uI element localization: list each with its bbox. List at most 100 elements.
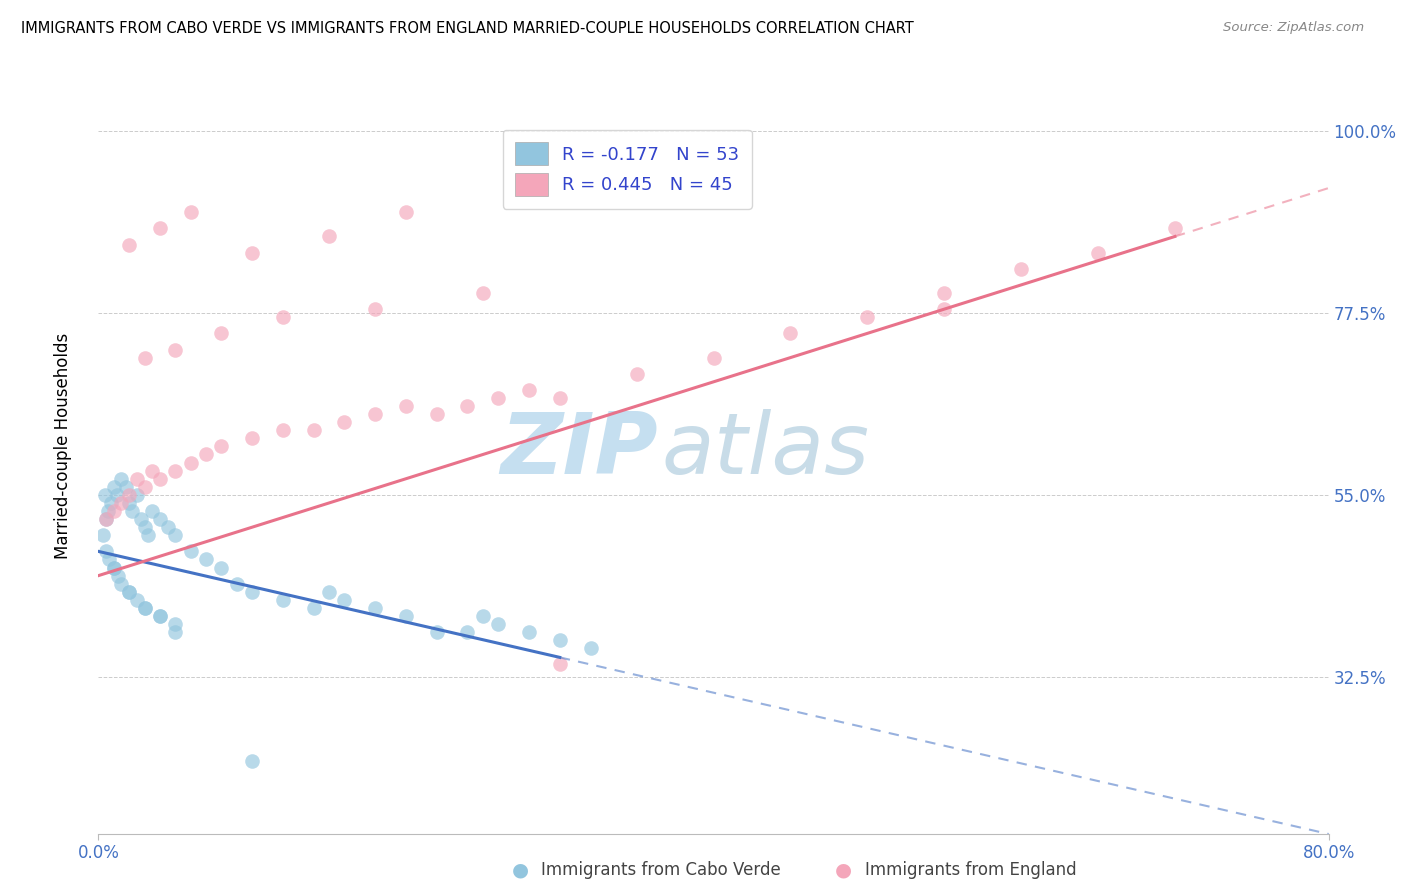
Point (395, 609, 418, 624)
Point (934, 302, 956, 317)
Point (165, 528, 187, 542)
Point (149, 512, 172, 526)
Point (333, 415, 356, 429)
Point (779, 326, 801, 341)
Point (141, 464, 163, 478)
Text: Married-couple Households: Married-couple Households (55, 333, 72, 559)
Point (457, 399, 479, 413)
Point (626, 367, 648, 381)
Point (110, 496, 132, 510)
Point (94, 544, 117, 558)
Point (149, 472, 172, 486)
Point (165, 343, 187, 357)
Point (548, 633, 571, 648)
Text: atlas: atlas (662, 409, 870, 492)
Point (240, 245, 263, 260)
Point (426, 407, 449, 421)
Point (271, 423, 294, 437)
Point (118, 237, 141, 252)
Point (165, 625, 187, 640)
Point (548, 657, 571, 672)
Point (548, 391, 571, 405)
Point (100, 496, 122, 510)
Point (211, 560, 233, 574)
Point (271, 592, 294, 607)
Point (118, 488, 141, 502)
Point (110, 472, 132, 486)
Point (856, 310, 879, 325)
Point (94, 512, 117, 526)
Point (134, 601, 156, 615)
Point (134, 351, 156, 365)
Point (98, 552, 121, 566)
Point (579, 641, 602, 656)
Point (125, 472, 148, 486)
Point (107, 568, 129, 582)
Point (195, 448, 218, 462)
Point (364, 601, 387, 615)
Point (517, 383, 540, 397)
Point (136, 528, 159, 542)
Point (703, 351, 725, 365)
Text: IMMIGRANTS FROM CABO VERDE VS IMMIGRANTS FROM ENGLAND MARRIED-COUPLE HOUSEHOLDS : IMMIGRANTS FROM CABO VERDE VS IMMIGRANTS… (21, 21, 914, 36)
Point (318, 229, 340, 244)
Point (180, 544, 202, 558)
Point (240, 584, 263, 599)
Point (125, 592, 148, 607)
Text: Source: ZipAtlas.com: Source: ZipAtlas.com (1223, 21, 1364, 34)
Text: ZIP: ZIP (501, 409, 658, 492)
Point (395, 205, 418, 219)
Point (115, 480, 138, 494)
Point (165, 617, 187, 632)
Point (333, 592, 356, 607)
Point (149, 609, 172, 624)
Point (156, 520, 179, 534)
Point (93, 488, 115, 502)
Text: ●: ● (835, 860, 852, 880)
Point (225, 576, 247, 591)
Point (486, 391, 509, 405)
Point (118, 584, 141, 599)
Point (211, 326, 233, 341)
Legend: R = -0.177   N = 53, R = 0.445   N = 45: R = -0.177 N = 53, R = 0.445 N = 45 (503, 129, 752, 209)
Point (486, 617, 509, 632)
Point (517, 625, 540, 640)
Point (934, 285, 956, 300)
Point (134, 601, 156, 615)
Point (103, 504, 125, 518)
Point (105, 488, 128, 502)
Point (1164, 221, 1187, 235)
Point (165, 464, 187, 478)
Text: ●: ● (512, 860, 529, 880)
Point (103, 560, 125, 574)
Point (180, 205, 202, 219)
Point (110, 576, 132, 591)
Point (364, 302, 387, 317)
Point (302, 601, 325, 615)
Point (471, 285, 494, 300)
Point (141, 504, 163, 518)
Point (302, 423, 325, 437)
Point (240, 431, 263, 445)
Point (1010, 261, 1032, 276)
Point (318, 584, 340, 599)
Point (134, 480, 156, 494)
Point (134, 520, 156, 534)
Point (457, 625, 479, 640)
Point (131, 512, 153, 526)
Point (364, 407, 387, 421)
Point (91, 528, 114, 542)
Text: Immigrants from Cabo Verde: Immigrants from Cabo Verde (541, 861, 782, 879)
Point (211, 439, 233, 453)
Text: Immigrants from England: Immigrants from England (865, 861, 1077, 879)
Point (271, 310, 294, 325)
Point (180, 456, 202, 470)
Point (471, 609, 494, 624)
Point (103, 480, 125, 494)
Point (97, 504, 120, 518)
Point (195, 552, 218, 566)
Point (118, 496, 141, 510)
Point (121, 504, 143, 518)
Point (149, 609, 172, 624)
Point (426, 625, 449, 640)
